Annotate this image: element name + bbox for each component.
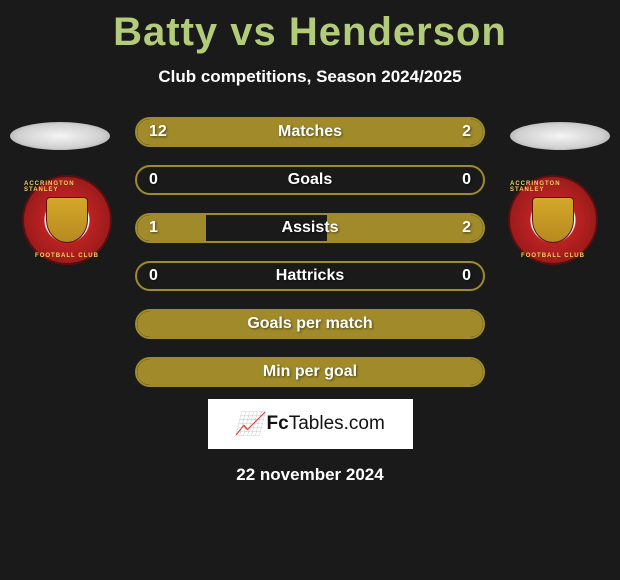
stat-value-left: 1: [149, 219, 158, 237]
badge-ring: ACCRINGTON STANLEY FOOTBALL CLUB: [22, 175, 112, 265]
stat-row: Goals 0 0: [135, 165, 485, 195]
page-title: Batty vs Henderson: [0, 0, 620, 55]
stat-row: Goals per match: [135, 309, 485, 339]
player-avatar-left: [10, 122, 110, 150]
logo-icon: 📈: [235, 411, 262, 437]
badge-crest: [46, 197, 88, 243]
badge-text-bottom: FOOTBALL CLUB: [35, 253, 99, 259]
stat-value-right: 0: [462, 171, 471, 189]
stat-row: Hattricks 0 0: [135, 261, 485, 291]
stat-value-left: 0: [149, 267, 158, 285]
badge-ring: ACCRINGTON STANLEY FOOTBALL CLUB: [508, 175, 598, 265]
stat-row: Matches 12 2: [135, 117, 485, 147]
stat-bar-left: [137, 215, 206, 241]
stat-value-left: 0: [149, 171, 158, 189]
date-label: 22 november 2024: [0, 465, 620, 485]
subtitle: Club competitions, Season 2024/2025: [0, 67, 620, 87]
badge-crest: [532, 197, 574, 243]
stat-bar-right: [407, 119, 483, 145]
stat-value-right: 0: [462, 267, 471, 285]
stat-label: Assists: [282, 219, 339, 237]
stat-label: Goals per match: [247, 315, 372, 333]
logo-brand-b: Tables.com: [289, 413, 385, 434]
logo-text: FcTables.com: [267, 413, 385, 435]
badge-text-top: ACCRINGTON STANLEY: [24, 181, 110, 193]
stat-bar-right: [327, 215, 483, 241]
stat-bar-left: [137, 119, 407, 145]
stat-label: Goals: [288, 171, 332, 189]
stat-value-left: 12: [149, 123, 167, 141]
stat-row: Min per goal: [135, 357, 485, 387]
club-badge-left: ACCRINGTON STANLEY FOOTBALL CLUB: [22, 175, 112, 265]
stat-value-right: 2: [462, 123, 471, 141]
stat-label: Hattricks: [276, 267, 344, 285]
stat-label: Min per goal: [263, 363, 357, 381]
stat-label: Matches: [278, 123, 342, 141]
stat-row: Assists 1 2: [135, 213, 485, 243]
player-avatar-right: [510, 122, 610, 150]
badge-text-top: ACCRINGTON STANLEY: [510, 181, 596, 193]
stat-value-right: 2: [462, 219, 471, 237]
badge-text-bottom: FOOTBALL CLUB: [521, 253, 585, 259]
logo-brand-a: Fc: [267, 413, 289, 434]
logo-box: 📈 FcTables.com: [208, 399, 413, 449]
club-badge-right: ACCRINGTON STANLEY FOOTBALL CLUB: [508, 175, 598, 265]
